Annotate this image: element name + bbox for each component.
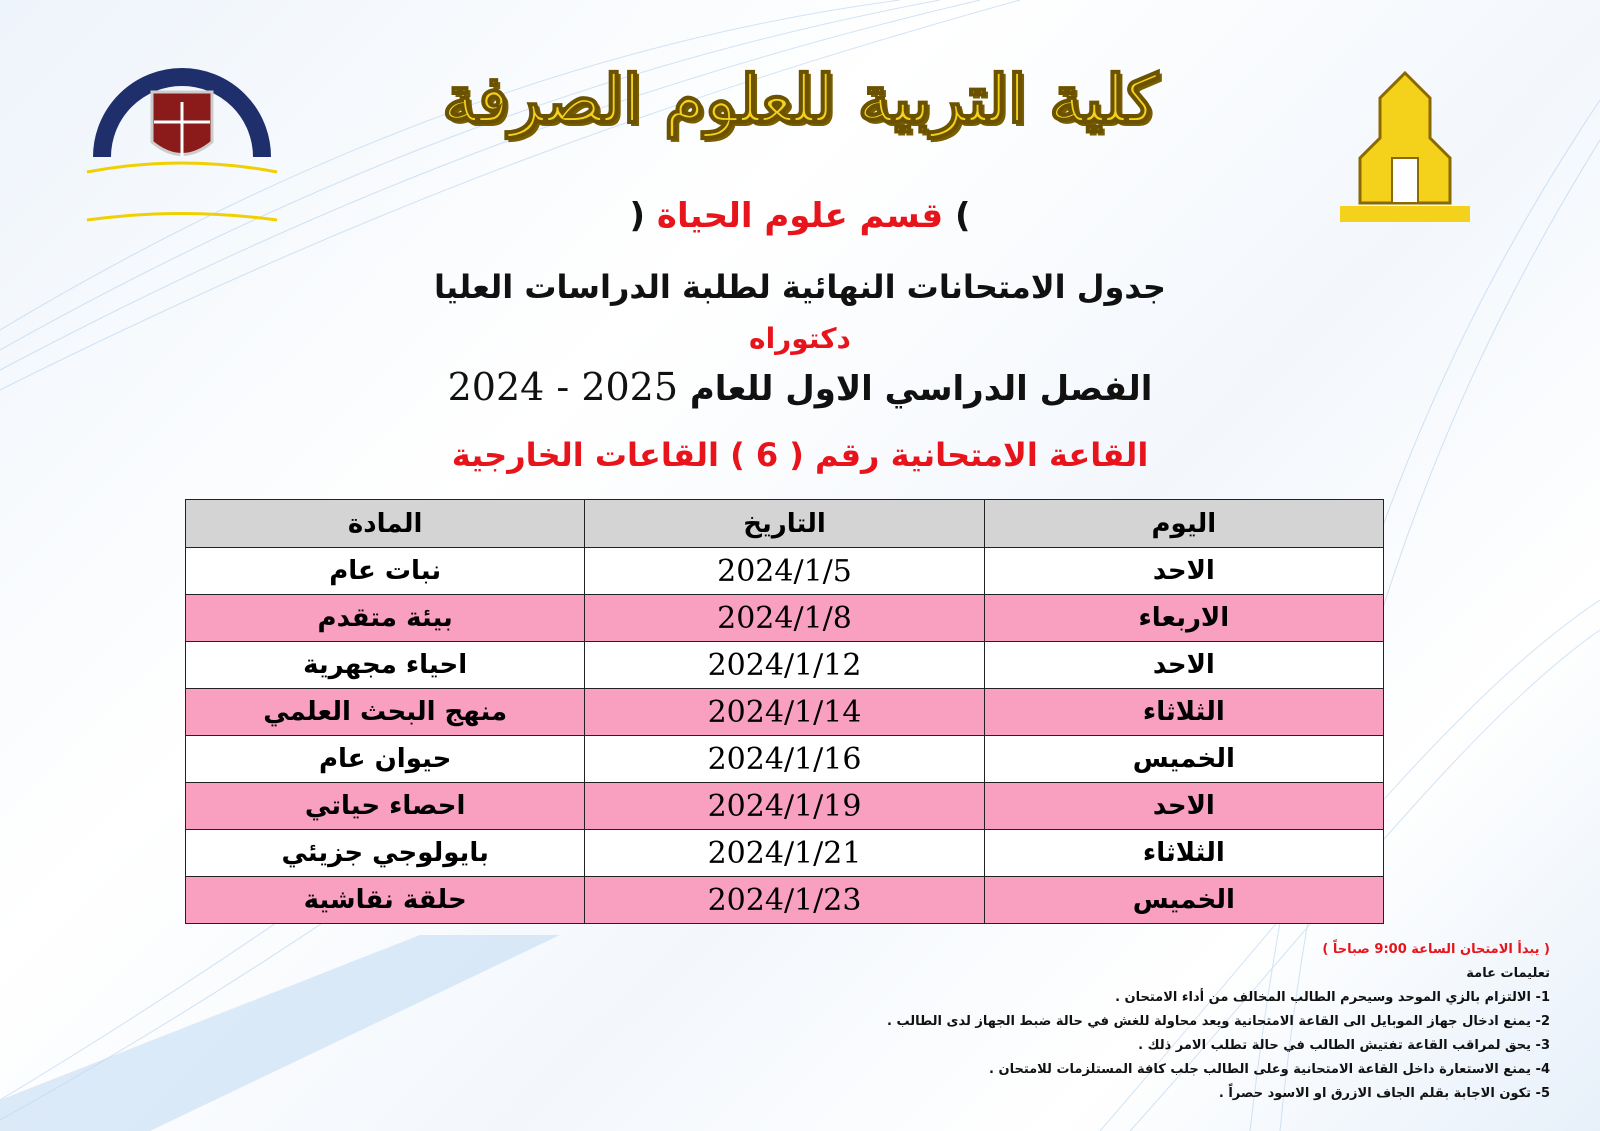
cell-date: 2024/1/21 (584, 829, 985, 877)
exam-hall: القاعة الامتحانية رقم ( 6 ) القاعات الخا… (451, 436, 1149, 474)
schedule-title: جدول الامتحانات النهائية لطلبة الدراسات … (434, 268, 1166, 306)
college-name: كلية التربية للعلوم الصرفة (441, 59, 1159, 139)
cell-day: الثلاثاء (983, 688, 1385, 736)
department-heading: ) قسم علوم الحياة ( (0, 196, 1600, 236)
instructions-heading: تعليمات عامة (1466, 966, 1550, 981)
instructions: ( يبدأ الامتحان الساعة 9:00 صباحاً ) تعل… (887, 938, 1550, 1106)
instruction-item: 1- الالتزام بالزي الموحد وسيحرم الطالب ا… (1115, 990, 1550, 1005)
table-row: الخميس 2024/1/16 حيوان عام (184, 735, 1385, 783)
cell-day: الاحد (983, 547, 1385, 595)
cell-day: الاربعاء (983, 594, 1385, 642)
table-row: الاربعاء 2024/1/8 بيئة متقدم (184, 594, 1385, 642)
exam-schedule-table: اليوم التاريخ المادة الاحد 2024/1/5 نبات ع… (184, 499, 1385, 924)
cell-date: 2024/1/14 (584, 688, 985, 736)
cell-day: الخميس (983, 876, 1385, 924)
cell-day: الاحد (983, 782, 1385, 830)
academic-year: 2024 - 2025 (447, 365, 679, 409)
cell-day: الاحد (983, 641, 1385, 689)
table-header-row: اليوم التاريخ المادة (184, 499, 1385, 548)
cell-subject: احياء مجهرية (184, 641, 586, 689)
cell-subject: بايولوجي جزيئي (184, 829, 586, 877)
cell-subject: بيئة متقدم (184, 594, 586, 642)
instruction-item: 5- تكون الاجابة بقلم الجاف الازرق او الا… (1218, 1086, 1550, 1101)
table-row: الاحد 2024/1/19 احصاء حياتي (184, 782, 1385, 830)
table-row: الثلاثاء 2024/1/21 بايولوجي جزيئي (184, 829, 1385, 877)
cell-date: 2024/1/8 (584, 594, 985, 642)
table-row: الثلاثاء 2024/1/14 منهج البحث العلمي (184, 688, 1385, 736)
cell-date: 2024/1/23 (584, 876, 985, 924)
instruction-item: 4- يمنع الاستعارة داخل القاعة الامتحانية… (989, 1062, 1550, 1077)
cell-date: 2024/1/19 (584, 782, 985, 830)
cell-date: 2024/1/5 (584, 547, 985, 595)
cell-subject: حلقة نقاشية (184, 876, 586, 924)
cell-day: الثلاثاء (983, 829, 1385, 877)
cell-day: الخميس (983, 735, 1385, 783)
college-logo (86, 68, 278, 222)
table-row: الاحد 2024/1/5 نبات عام (184, 547, 1385, 595)
instruction-item: 2- يمنع ادخال جهاز الموبايل الى القاعة ا… (887, 1014, 1550, 1029)
university-logo (1340, 70, 1470, 222)
cell-subject: حيوان عام (184, 735, 586, 783)
department-name: قسم علوم الحياة (656, 196, 944, 236)
cell-subject: منهج البحث العلمي (184, 688, 586, 736)
table-row: الاحد 2024/1/12 احياء مجهرية (184, 641, 1385, 689)
degree-label: دكتوراه (749, 322, 851, 355)
table-row: الخميس 2024/1/23 حلقة نقاشية (184, 876, 1385, 924)
paren-open: ) (954, 196, 971, 236)
instruction-item: 3- يحق لمراقب القاعة تفتيش الطالب في حال… (1138, 1038, 1550, 1053)
header-subject: المادة (184, 499, 586, 548)
header-date: التاريخ (584, 499, 985, 548)
header-day: اليوم (983, 499, 1385, 548)
cell-date: 2024/1/12 (584, 641, 985, 689)
paren-close: ( (629, 196, 646, 236)
cell-subject: نبات عام (184, 547, 586, 595)
cell-date: 2024/1/16 (584, 735, 985, 783)
start-time-note: ( يبدأ الامتحان الساعة 9:00 صباحاً ) (1322, 942, 1550, 957)
semester-label: الفصل الدراسي الاول للعام (689, 369, 1153, 409)
semester-line: الفصل الدراسي الاول للعام 2024 - 2025 (0, 365, 1600, 409)
cell-subject: احصاء حياتي (184, 782, 586, 830)
